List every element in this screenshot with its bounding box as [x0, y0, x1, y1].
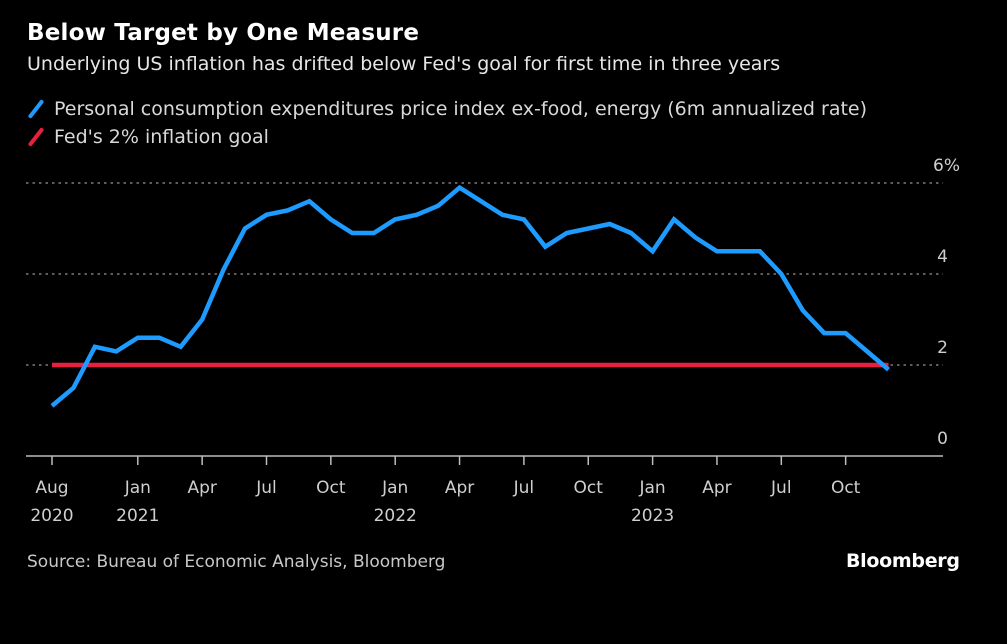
x-tick-label: Apr	[187, 478, 216, 498]
x-tick-year-label: 2020	[30, 506, 73, 526]
series-layer	[50, 184, 890, 408]
x-tick-label: Aug	[35, 478, 68, 498]
chart-subtitle: Underlying US inflation has drifted belo…	[27, 53, 781, 75]
x-tick-label: Oct	[316, 478, 346, 498]
x-tick-label: Jul	[513, 478, 535, 498]
x-tick-year-label: 2023	[631, 506, 674, 526]
x-tick-label: Oct	[831, 478, 861, 498]
bloomberg-logo: Bloomberg	[846, 550, 960, 572]
x-tick-label: Jan	[381, 478, 408, 498]
y-axis: 0 2 4 6%	[933, 156, 960, 449]
y-tick-label: 0	[937, 429, 948, 449]
y-tick-label: 2	[937, 338, 948, 358]
legend-item-fed-goal: Fed's 2% inflation goal	[27, 123, 867, 151]
x-tick-year-label: 2022	[374, 506, 417, 526]
source-note: Source: Bureau of Economic Analysis, Blo…	[27, 552, 446, 572]
legend-item-pce: Personal consumption expenditures price …	[27, 95, 867, 123]
x-tick-label: Apr	[445, 478, 474, 498]
legend: Personal consumption expenditures price …	[27, 95, 867, 151]
legend-label-pce: Personal consumption expenditures price …	[54, 98, 868, 120]
x-tick-label: Apr	[702, 478, 731, 498]
series-line-pce	[50, 184, 890, 408]
x-tick-label: Jan	[124, 478, 151, 498]
chart-title: Below Target by One Measure	[27, 20, 420, 46]
legend-label-fed-goal: Fed's 2% inflation goal	[54, 126, 269, 148]
x-tick-label: Jul	[770, 478, 792, 498]
y-tick-label: 4	[937, 247, 948, 267]
y-tick-label: 6%	[933, 156, 960, 176]
x-tick-label: Jul	[255, 478, 277, 498]
x-tick-label: Jan	[638, 478, 665, 498]
x-axis: Aug 2020 Jan 2021 Apr Jul Oct Jan 2022 Apr Jul Oct J…	[26, 455, 943, 526]
x-tick-year-label: 2021	[116, 506, 159, 526]
x-tick-label: Oct	[574, 478, 604, 498]
